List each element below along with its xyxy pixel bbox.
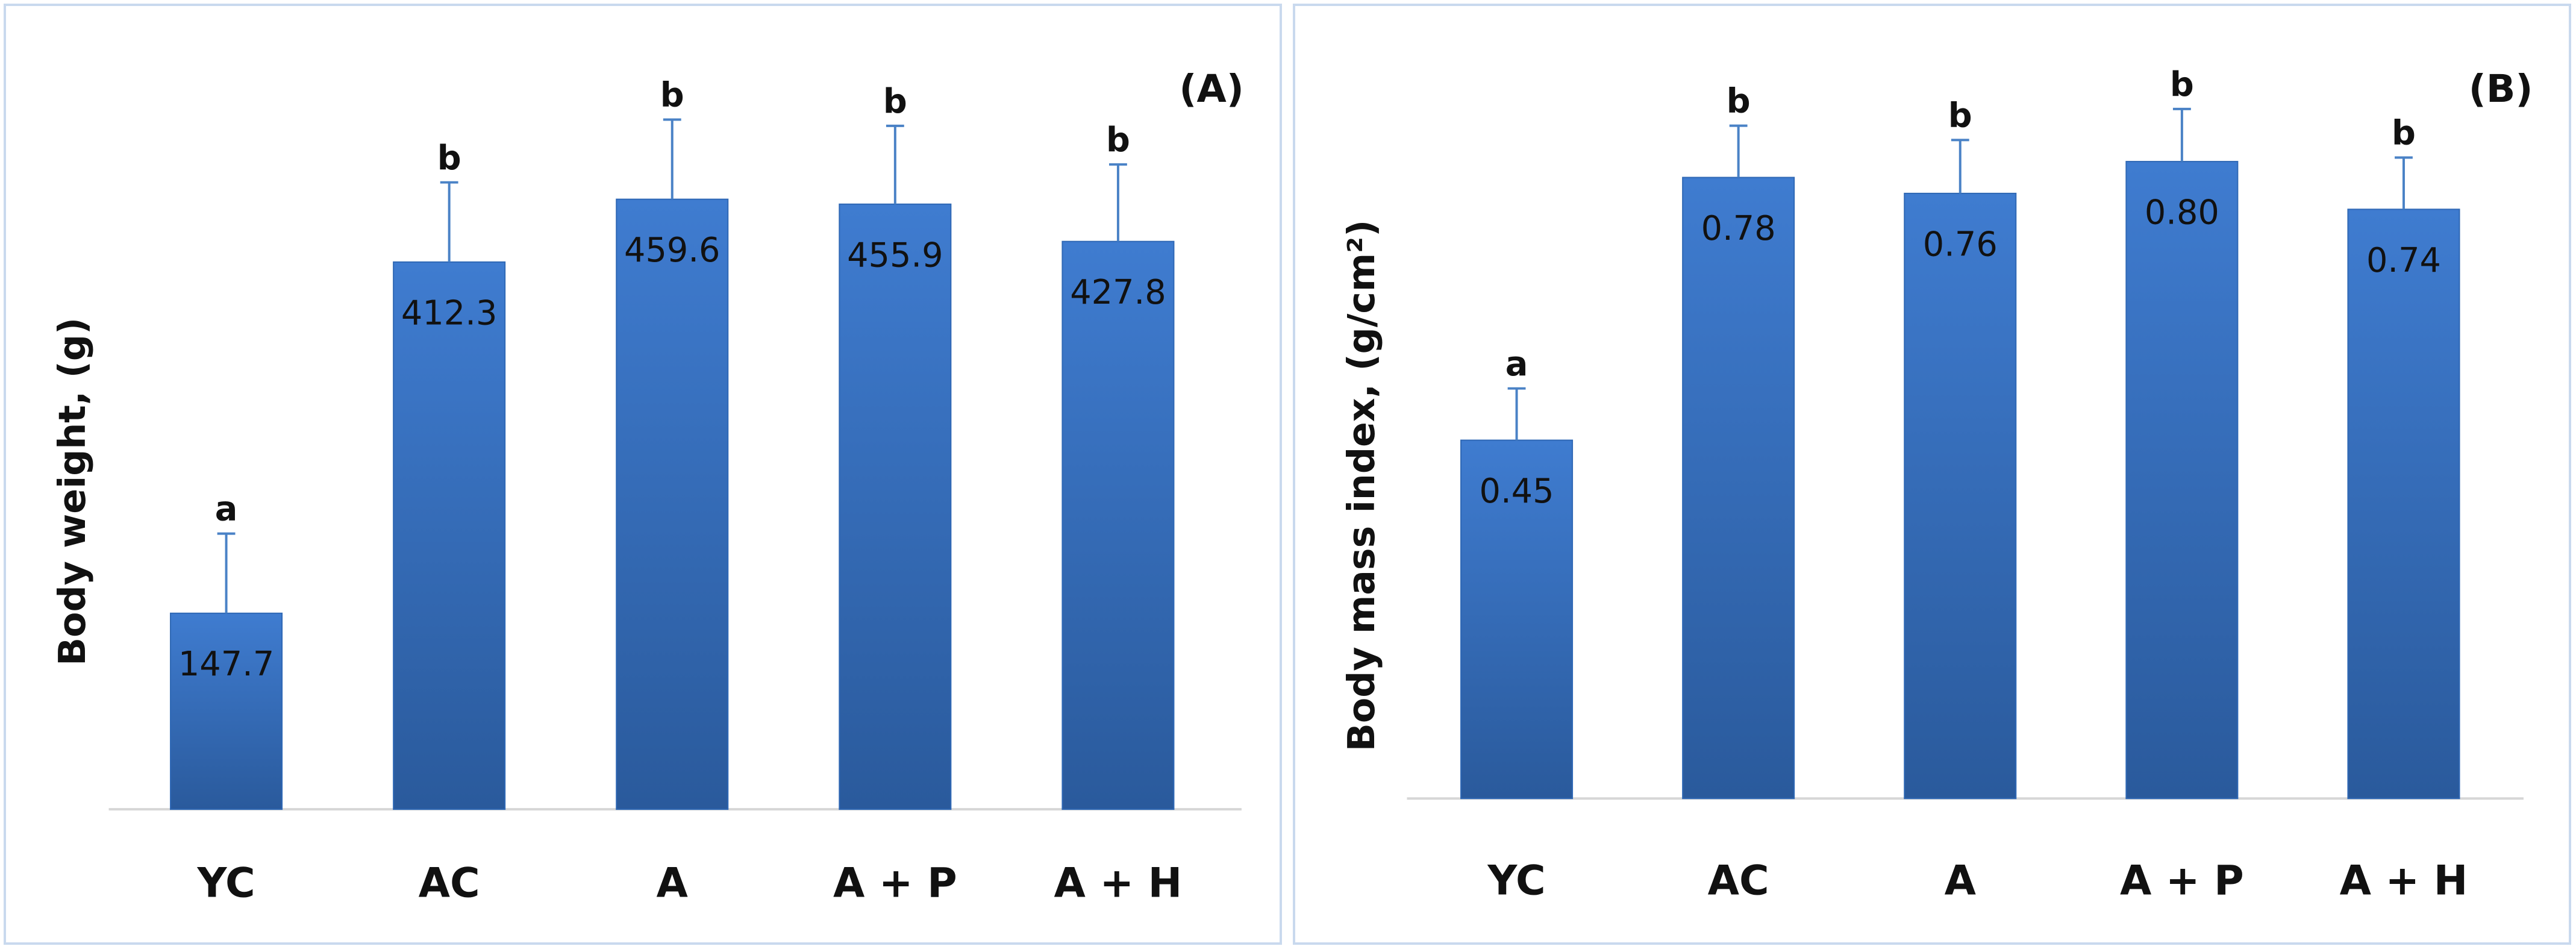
- data-label: 0.76: [1923, 225, 1998, 264]
- significance-letter: b: [2392, 114, 2416, 153]
- significance-letter: b: [1948, 96, 1972, 135]
- data-label: 459.6: [624, 231, 720, 270]
- x-tick-label: A + P: [833, 859, 957, 906]
- x-tick-label: A + P: [2120, 856, 2244, 904]
- bar-a+h: [2347, 208, 2460, 800]
- x-tick-label: A: [657, 859, 689, 906]
- significance-letter: b: [1106, 121, 1130, 160]
- significance-letter: a: [215, 490, 238, 529]
- x-tick-label: YC: [196, 859, 255, 906]
- chart-a-canvas: (A) Body weight, (g) a 147.7 YC b 412.3 AC b 45…: [51, 67, 1244, 906]
- bar-ac: [393, 261, 506, 810]
- significance-letter: b: [437, 139, 461, 178]
- x-tick-label: AC: [419, 859, 480, 906]
- bar-a+p: [2125, 161, 2239, 800]
- x-tick-label: YC: [1487, 856, 1545, 904]
- chart-b-canvas: (B) Body mass index, (g/cm²) a 0.45 YC b 0.7…: [1340, 65, 2533, 904]
- data-label: 0.78: [1701, 209, 1776, 248]
- panel-label: (A): [1179, 67, 1243, 111]
- significance-letter: b: [660, 76, 684, 115]
- bar-yc: [1460, 439, 1574, 800]
- panel-label: (B): [2469, 67, 2533, 111]
- bar-a: [1904, 192, 2017, 800]
- x-tick-label: AC: [1708, 856, 1769, 904]
- y-axis-title: Body mass index, (g/cm²): [1340, 220, 1383, 752]
- y-axis-title: Body weight, (g): [51, 318, 94, 666]
- chart-panel-b: (B) Body mass index, (g/cm²) a 0.45 YC b 0.7…: [1293, 4, 2571, 945]
- chart-panel-a: (A) Body weight, (g) a 147.7 YC b 412.3 AC b 45…: [4, 4, 1282, 945]
- bars-group: a 0.45 YC b 0.78 AC b 0.76 Ab 0.80 A + P b 0.74 A + H: [1407, 65, 2524, 904]
- bar-ac: [1682, 177, 1795, 800]
- data-label: 147.7: [178, 645, 274, 684]
- data-label: 0.80: [2145, 193, 2219, 233]
- bar-a: [616, 198, 729, 810]
- significance-letter: b: [883, 82, 907, 121]
- data-label: 455.9: [847, 236, 943, 275]
- data-label: 0.74: [2366, 241, 2441, 280]
- data-label: 412.3: [401, 293, 497, 333]
- bar-yc: [170, 612, 283, 810]
- bars-group: a 147.7 YC b 412.3 AC b 459.6 Ab 455.9 A + P b 427.8…: [108, 76, 1242, 906]
- bar-a+p: [839, 203, 952, 810]
- x-tick-label: A + H: [1054, 859, 1183, 906]
- x-tick-label: A: [1945, 856, 1977, 904]
- bar-a+h: [1061, 240, 1175, 810]
- data-label: 0.45: [1480, 472, 1554, 511]
- x-tick-label: A + H: [2340, 856, 2468, 904]
- significance-letter: b: [1727, 82, 1751, 121]
- significance-letter: a: [1505, 345, 1528, 384]
- significance-letter: b: [2170, 65, 2194, 104]
- data-label: 427.8: [1070, 273, 1166, 312]
